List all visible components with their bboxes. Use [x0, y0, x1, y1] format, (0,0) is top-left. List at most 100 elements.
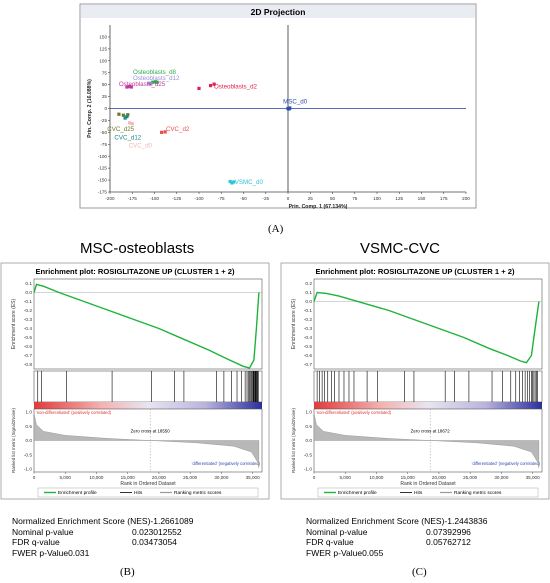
- x-tick-label: 5,000: [59, 475, 71, 480]
- metric-y-tick-label: 1.0: [25, 409, 32, 415]
- es-y-tick-label: -0.4: [24, 326, 33, 332]
- es-y-tick-label: -0.6: [304, 353, 313, 359]
- stats-value: 0.023012552: [132, 527, 182, 538]
- es-y-label: Enrichment score (ES): [11, 299, 17, 350]
- metric-y-tick-label: -1.0: [24, 467, 33, 473]
- metric-y-tick-label: 0.5: [25, 424, 32, 430]
- x-tick-label: 15,000: [121, 475, 135, 480]
- es-y-label: Enrichment score (ES): [291, 299, 297, 350]
- stats-value: 0.05762712: [426, 537, 471, 548]
- pca-group-label: CVC_d25: [107, 126, 134, 133]
- pca-x-tick-label: 100: [373, 196, 381, 201]
- es-y-tick-label: -0.5: [304, 344, 313, 350]
- x-tick-label: 0: [313, 475, 316, 480]
- es-y-tick-label: 0.0: [25, 290, 32, 296]
- es-y-tick-label: -0.6: [24, 344, 33, 350]
- es-y-tick-label: -0.3: [24, 317, 33, 323]
- stats-value: 0.03473054: [132, 537, 177, 548]
- es-y-tick-label: -0.1: [304, 308, 313, 314]
- pca-y-tick-label: 0: [104, 106, 107, 111]
- es-y-tick-label: 0.1: [305, 290, 312, 296]
- stats-key: Nominal p-value: [12, 527, 132, 538]
- stats-value: -1.2661089: [150, 516, 193, 527]
- pca-point: [122, 114, 125, 117]
- stats-value: 0.055: [362, 548, 383, 559]
- x-tick-label: 20,000: [432, 475, 446, 480]
- x-axis-label: Rank in Ordered Dataset: [120, 481, 176, 487]
- stats-value: 0.07392996: [426, 527, 471, 538]
- pca-x-tick-label: 75: [352, 196, 358, 201]
- stats-key: FDR q-value: [12, 537, 132, 548]
- metric-y-tick-label: -1.0: [304, 467, 313, 473]
- pca-scatter-chart: 2D Projection-200 -175 -150 -125 -100 -75 -50-…: [0, 0, 550, 220]
- metric-y-label: Ranked list metric (Signal2Noise): [291, 408, 296, 473]
- stats-row: Nominal p-value 0.023012552: [12, 527, 193, 538]
- x-tick-label: 20,000: [152, 475, 166, 480]
- pca-x-tick-label: 125: [395, 196, 403, 201]
- zero-cross-label: Zero cross at 18672: [411, 428, 451, 433]
- pca-frame: [80, 4, 476, 208]
- pca-y-tick-label: -75: [100, 142, 107, 147]
- es-y-tick-label: -0.7: [24, 353, 33, 359]
- pca-x-tick-label: 200: [462, 196, 470, 201]
- stats-key: Nominal p-value: [306, 527, 426, 538]
- legend-metric-label: Ranking metric scores: [454, 490, 502, 496]
- section-title-left: MSC-osteoblasts: [80, 240, 194, 257]
- x-tick-label: 35,000: [526, 475, 540, 480]
- section-title-right: VSMC-CVC: [360, 240, 440, 257]
- pca-group-label: MSC_d0: [283, 98, 308, 105]
- es-y-tick-label: 0.0: [305, 299, 312, 305]
- pca-group-label: Osteoblasts_d2: [214, 83, 258, 90]
- pca-group-label: CVC_d2: [166, 126, 190, 133]
- stats-row: Normalized Enrichment Score (NES) -1.266…: [12, 516, 193, 527]
- hits-frame: [314, 371, 542, 402]
- pca-x-tick-label: -150: [150, 196, 160, 201]
- pca-point: [117, 113, 120, 116]
- legend-hits-label: Hits: [134, 490, 143, 496]
- pca-group-label: VSMC_d0: [235, 179, 264, 186]
- x-tick-label: 30,000: [494, 475, 508, 480]
- pca-y-tick-label: -25: [100, 118, 107, 123]
- panel-label-c: (C): [412, 566, 427, 578]
- positive-label: 'non-differentiated' (positively correla…: [36, 410, 112, 415]
- negative-label: 'differentiated' (negatively correlated): [192, 461, 261, 466]
- legend-metric-label: Ranking metric scores: [174, 490, 222, 496]
- hits-frame: [34, 371, 262, 402]
- gsea-title: Enrichment plot: ROSIGLITAZONE UP (CLUST…: [35, 267, 235, 276]
- es-y-tick-label: -0.4: [304, 335, 313, 341]
- pca-point: [209, 84, 212, 87]
- stats-right: Normalized Enrichment Score (NES) -1.244…: [306, 516, 487, 558]
- es-y-tick-label: -0.7: [304, 362, 313, 368]
- pca-x-label: Prin. Comp. 1 (67.134%): [289, 204, 348, 210]
- pca-x-tick-label: 25: [308, 196, 314, 201]
- stats-key: FDR q-value: [306, 537, 426, 548]
- pca-y-tick-label: 100: [99, 58, 107, 63]
- pca-y-label: Prin. Comp. 2 (16.088%): [87, 79, 93, 138]
- stats-row: Nominal p-value 0.07392996: [306, 527, 487, 538]
- pca-point: [124, 116, 127, 119]
- metric-y-tick-label: -0.5: [304, 452, 313, 458]
- pca-x-tick-label: 175: [440, 196, 448, 201]
- pca-y-tick-label: 25: [102, 94, 108, 99]
- stats-key: Normalized Enrichment Score (NES): [306, 516, 444, 527]
- metric-y-label: Ranked list metric (Signal2Noise): [11, 408, 16, 473]
- pca-x-tick-label: -125: [172, 196, 182, 201]
- stats-row: Normalized Enrichment Score (NES) -1.244…: [306, 516, 487, 527]
- x-tick-label: 5,000: [339, 475, 351, 480]
- metric-y-tick-label: 0.0: [25, 438, 32, 444]
- pca-point: [288, 106, 291, 109]
- pca-x-tick-label: -50: [240, 196, 247, 201]
- pca-y-tick-label: -150: [98, 178, 108, 183]
- pca-x-tick-label: 150: [418, 196, 426, 201]
- es-y-tick-label: 0.1: [25, 281, 32, 287]
- positive-label: 'non-differentiated' (positively correla…: [316, 410, 392, 415]
- stats-row: FDR q-value 0.05762712: [306, 537, 487, 548]
- legend-enrichment-label: Enrichment profile: [338, 490, 377, 496]
- x-tick-label: 15,000: [401, 475, 415, 480]
- gsea-plot-right: Enrichment plot: ROSIGLITAZONE UP (CLUST…: [280, 262, 550, 502]
- x-tick-label: 25,000: [463, 475, 477, 480]
- pca-x-tick-label: -25: [262, 196, 269, 201]
- x-tick-label: 10,000: [89, 475, 103, 480]
- x-axis-label: Rank in Ordered Dataset: [400, 481, 456, 487]
- es-y-tick-label: 0.2: [305, 281, 312, 287]
